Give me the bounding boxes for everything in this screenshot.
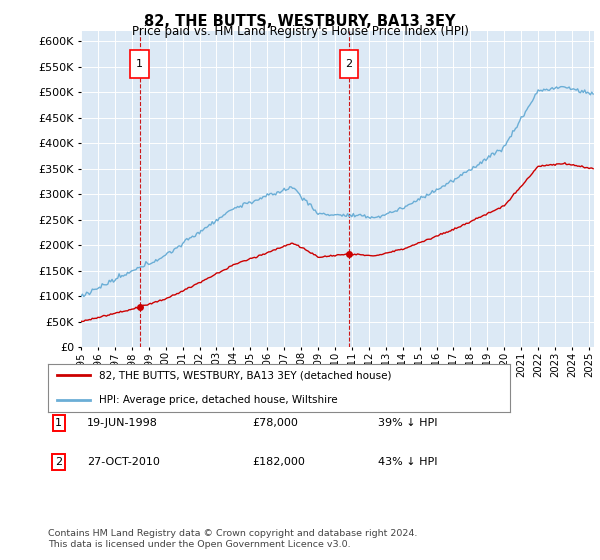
Text: 2: 2	[345, 59, 352, 69]
Text: Contains HM Land Registry data © Crown copyright and database right 2024.
This d: Contains HM Land Registry data © Crown c…	[48, 529, 418, 549]
Text: 82, THE BUTTS, WESTBURY, BA13 3EY (detached house): 82, THE BUTTS, WESTBURY, BA13 3EY (detac…	[99, 370, 391, 380]
Text: HPI: Average price, detached house, Wiltshire: HPI: Average price, detached house, Wilt…	[99, 395, 337, 405]
Text: 27-OCT-2010: 27-OCT-2010	[87, 457, 160, 467]
Bar	[340, 50, 358, 78]
Text: £182,000: £182,000	[252, 457, 305, 467]
Text: 19-JUN-1998: 19-JUN-1998	[87, 418, 158, 428]
Text: 1: 1	[55, 418, 62, 428]
Bar	[130, 50, 149, 78]
Text: 1: 1	[136, 59, 143, 69]
Text: 2: 2	[55, 457, 62, 467]
Text: Price paid vs. HM Land Registry's House Price Index (HPI): Price paid vs. HM Land Registry's House …	[131, 25, 469, 38]
Text: 82, THE BUTTS, WESTBURY, BA13 3EY: 82, THE BUTTS, WESTBURY, BA13 3EY	[144, 14, 456, 29]
Text: 43% ↓ HPI: 43% ↓ HPI	[378, 457, 437, 467]
Text: £78,000: £78,000	[252, 418, 298, 428]
Text: 39% ↓ HPI: 39% ↓ HPI	[378, 418, 437, 428]
